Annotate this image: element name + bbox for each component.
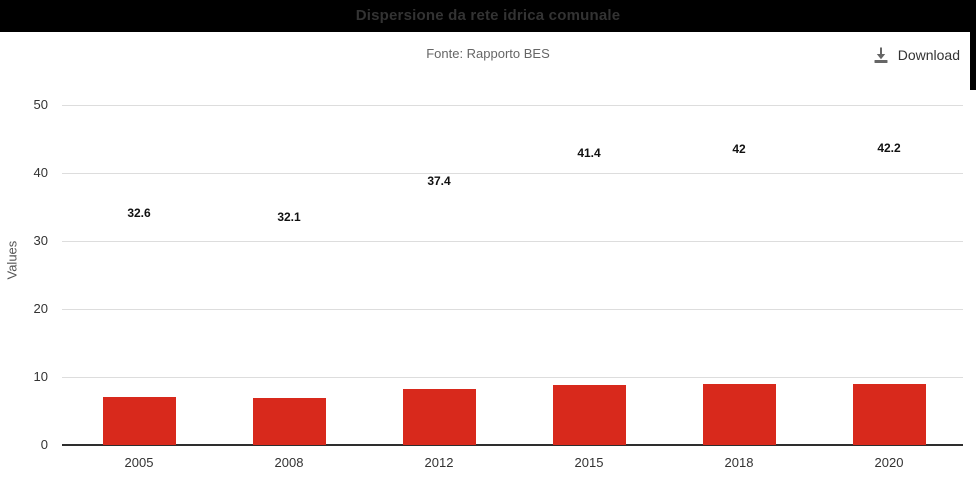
y-tick-label: 0: [40, 437, 48, 452]
download-label: Download: [897, 47, 960, 63]
page-title: Dispersione da rete idrica comunale: [355, 7, 621, 24]
y-tick-label: 20: [33, 301, 48, 316]
y-tick-label: 10: [33, 369, 48, 384]
scrollbar-thumb[interactable]: [970, 0, 976, 90]
bar-value-label: 32.1: [277, 209, 301, 224]
gridline: [62, 308, 963, 310]
x-tick-label: 2015: [574, 455, 604, 470]
y-tick-label: 30: [33, 233, 48, 248]
bar-value-label: 41.4: [577, 146, 601, 161]
bar[interactable]: [702, 383, 776, 445]
bar-value-label: 37.4: [427, 173, 451, 188]
y-tick-label: 40: [33, 165, 48, 180]
bar-value-label: 42.2: [877, 141, 901, 156]
gridline: [62, 240, 963, 242]
x-axis-line: [62, 444, 963, 446]
title-bar: Dispersione da rete idrica comunale: [0, 0, 976, 32]
bar-value-label: 42: [732, 142, 746, 157]
gridline: [62, 104, 963, 106]
x-tick-label: 2005: [124, 455, 154, 470]
gridline: [62, 172, 963, 174]
download-button[interactable]: Download: [872, 42, 960, 68]
download-icon: [872, 46, 890, 64]
x-tick-label: 2012: [424, 455, 454, 470]
x-tick-label: 2018: [724, 455, 754, 470]
gridline: [62, 376, 963, 378]
y-axis-title: Values: [4, 240, 20, 280]
x-tick-label: 2008: [274, 455, 304, 470]
bar[interactable]: [252, 398, 326, 445]
chart-source-label: Fonte: Rapporto BES: [426, 46, 550, 61]
bar-value-label: 32.6: [127, 206, 151, 221]
bar[interactable]: [102, 397, 176, 445]
bar[interactable]: [552, 385, 626, 445]
x-tick-label: 2020: [874, 455, 904, 470]
bar[interactable]: [852, 383, 926, 445]
y-tick-label: 50: [33, 97, 48, 112]
bar[interactable]: [402, 389, 476, 445]
